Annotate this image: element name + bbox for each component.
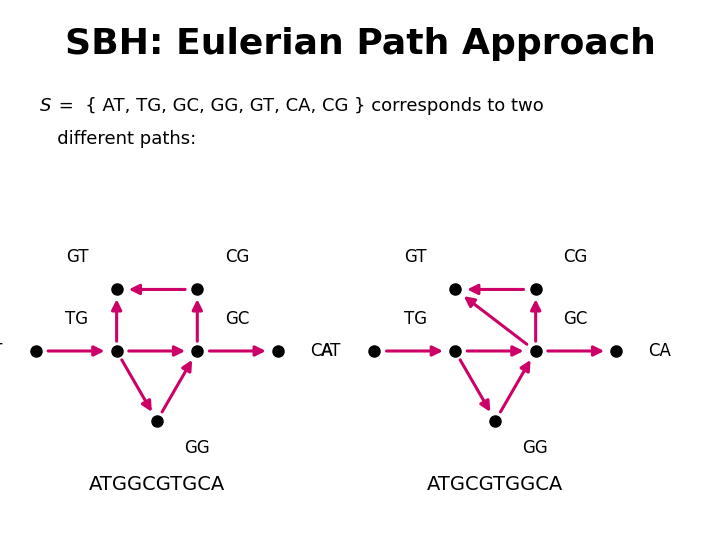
Text: TG: TG [66,309,89,328]
Text: ATGCGTGGCA: ATGCGTGGCA [427,475,564,494]
Text: S: S [40,97,51,115]
Text: AT: AT [0,342,3,360]
Text: GT: GT [66,248,89,266]
Text: GT: GT [404,248,427,266]
Text: ATGGCGTGCA: ATGGCGTGCA [89,475,225,494]
Text: GG: GG [184,439,210,457]
Text: SBH: Eulerian Path Approach: SBH: Eulerian Path Approach [65,27,655,61]
Text: CA: CA [310,342,333,360]
Text: GG: GG [522,439,548,457]
Text: TG: TG [404,309,427,328]
Text: GC: GC [563,309,588,328]
Text: CA: CA [648,342,671,360]
Text: different paths:: different paths: [40,130,196,147]
Text: AT: AT [321,342,341,360]
Text: =  { AT, TG, GC, GG, GT, CA, CG } corresponds to two: = { AT, TG, GC, GG, GT, CA, CG } corresp… [53,97,544,115]
Text: CG: CG [563,248,588,266]
Text: CG: CG [225,248,249,266]
Text: GC: GC [225,309,249,328]
